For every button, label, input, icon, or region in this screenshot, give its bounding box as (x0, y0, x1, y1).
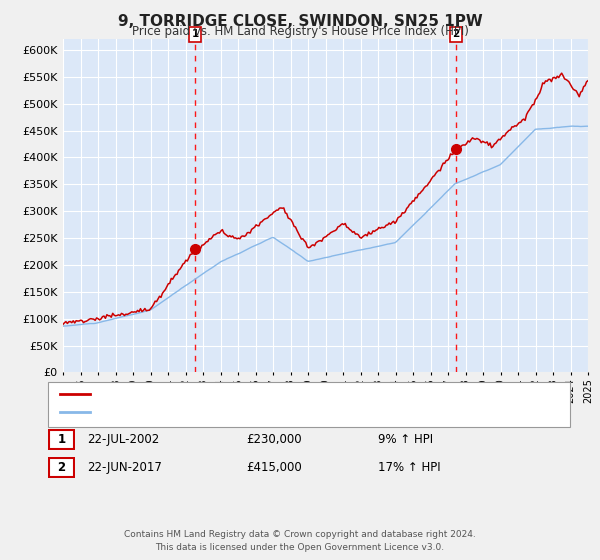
FancyBboxPatch shape (49, 430, 74, 449)
Text: 9, TORRIDGE CLOSE, SWINDON, SN25 1PW: 9, TORRIDGE CLOSE, SWINDON, SN25 1PW (118, 14, 482, 29)
Text: 17% ↑ HPI: 17% ↑ HPI (378, 461, 440, 474)
Text: Contains HM Land Registry data © Crown copyright and database right 2024.: Contains HM Land Registry data © Crown c… (124, 530, 476, 539)
Text: 9% ↑ HPI: 9% ↑ HPI (378, 433, 433, 446)
Text: 22-JUL-2002: 22-JUL-2002 (87, 433, 159, 446)
Text: 2: 2 (452, 29, 460, 39)
Text: £230,000: £230,000 (246, 433, 302, 446)
Text: 2: 2 (58, 461, 65, 474)
Text: 1: 1 (191, 29, 199, 39)
Text: 1: 1 (58, 433, 65, 446)
Text: Price paid vs. HM Land Registry's House Price Index (HPI): Price paid vs. HM Land Registry's House … (131, 25, 469, 38)
FancyBboxPatch shape (49, 458, 74, 477)
Text: 9, TORRIDGE CLOSE, SWINDON, SN25 1PW (detached house): 9, TORRIDGE CLOSE, SWINDON, SN25 1PW (de… (93, 389, 434, 399)
Text: £415,000: £415,000 (246, 461, 302, 474)
Text: HPI: Average price, detached house, Swindon: HPI: Average price, detached house, Swin… (93, 407, 347, 417)
Text: 22-JUN-2017: 22-JUN-2017 (87, 461, 162, 474)
Text: This data is licensed under the Open Government Licence v3.0.: This data is licensed under the Open Gov… (155, 543, 445, 552)
